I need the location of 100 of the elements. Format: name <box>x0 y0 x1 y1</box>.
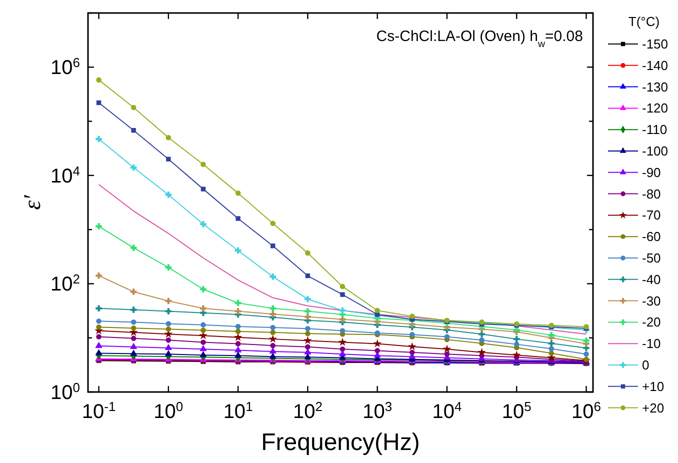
point <box>200 305 206 312</box>
point <box>166 321 172 326</box>
x-tick-label: 10$^{3}$ <box>362 398 392 423</box>
point <box>130 104 136 110</box>
point <box>200 186 206 192</box>
point <box>234 300 242 306</box>
point <box>200 286 206 292</box>
point <box>96 136 102 142</box>
point <box>164 344 172 350</box>
point <box>548 346 554 352</box>
legend-label: -30 <box>642 293 661 308</box>
point <box>235 190 241 196</box>
legend-label: -80 <box>642 186 661 202</box>
x-tick-label: 10$^{0}$ <box>154 398 184 423</box>
point <box>96 223 102 230</box>
point <box>234 308 242 314</box>
point <box>270 330 276 336</box>
point <box>338 338 347 346</box>
point <box>235 328 241 334</box>
point <box>339 307 346 314</box>
point <box>442 344 452 353</box>
point <box>130 244 137 251</box>
point <box>303 336 312 344</box>
legend-label: +20 <box>642 400 664 416</box>
point <box>130 164 137 171</box>
legend-label: -10 <box>642 336 661 352</box>
point <box>130 326 136 331</box>
point <box>95 349 102 356</box>
point <box>200 220 206 228</box>
point <box>165 192 172 198</box>
point <box>200 344 207 352</box>
point <box>304 296 311 302</box>
legend-label: -150 <box>642 36 668 52</box>
legend-label: -110 <box>642 122 668 138</box>
legend-label: -100 <box>642 144 668 158</box>
point <box>270 244 276 248</box>
point <box>130 350 138 356</box>
x-tick-label: 10$^{6}$ <box>572 398 601 423</box>
y-tick-label: 10$^{2}$ <box>50 271 80 296</box>
point <box>583 337 590 344</box>
point <box>269 347 276 354</box>
point <box>270 274 276 280</box>
point <box>269 352 276 359</box>
point <box>373 339 382 348</box>
point <box>96 318 102 324</box>
point <box>200 351 207 358</box>
point <box>200 322 206 328</box>
point <box>409 332 415 338</box>
x-tick-label: 10$^{1}$ <box>223 398 253 423</box>
point <box>96 334 102 340</box>
point <box>548 332 555 338</box>
annotation: Cs-ChCl:LA-Ol (Oven) h$_{w}$=0.08 <box>376 28 583 50</box>
point <box>409 314 415 319</box>
point <box>164 350 172 356</box>
point <box>95 342 102 348</box>
point <box>165 264 172 271</box>
point <box>166 326 172 332</box>
point <box>305 330 310 336</box>
point <box>166 337 172 343</box>
y-tick-label: 10$^{0}$ <box>50 380 80 404</box>
point <box>131 128 136 133</box>
point <box>479 337 484 343</box>
point <box>96 324 102 330</box>
y-axis-title: ε′ <box>20 194 46 210</box>
point <box>512 350 521 359</box>
legend-title: T(°C) <box>628 14 660 29</box>
legend-label: -70 <box>642 208 661 223</box>
point <box>234 346 242 352</box>
point <box>130 342 138 349</box>
x-tick-label: 10$^{2}$ <box>292 398 322 423</box>
point <box>514 342 520 347</box>
point <box>270 342 276 348</box>
point <box>236 216 240 221</box>
point <box>130 288 137 295</box>
point <box>409 350 415 355</box>
point <box>235 324 241 330</box>
point <box>305 250 310 256</box>
legend-label: -60 <box>642 229 661 244</box>
point <box>166 134 172 140</box>
point <box>513 336 520 342</box>
x-tick-label: 10$^{5}$ <box>502 398 532 423</box>
legend-label: -20 <box>642 314 661 330</box>
point <box>165 298 172 304</box>
point <box>444 352 450 357</box>
point <box>340 346 346 352</box>
point <box>270 310 276 318</box>
point <box>96 100 102 106</box>
point <box>200 328 206 333</box>
point <box>340 292 345 297</box>
point <box>130 336 136 341</box>
point <box>96 305 102 312</box>
point <box>130 320 136 325</box>
legend-label: +10 <box>642 378 664 394</box>
point <box>305 273 310 278</box>
point <box>96 272 102 279</box>
point <box>408 342 416 350</box>
point <box>130 306 137 313</box>
legend-label: -40 <box>642 272 661 287</box>
point <box>584 352 589 357</box>
point <box>305 326 310 332</box>
